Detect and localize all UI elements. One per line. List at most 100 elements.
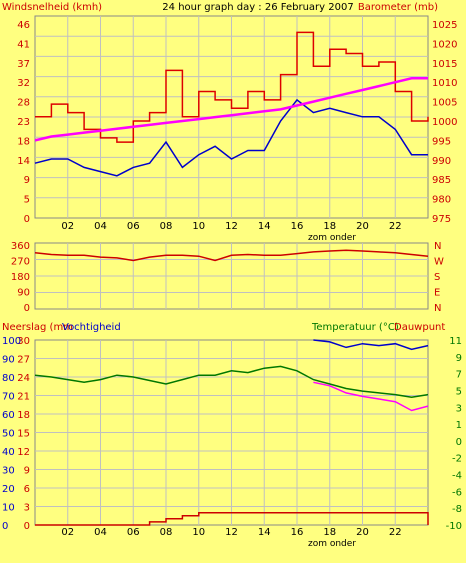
rain-x-tick: 06 <box>127 527 140 538</box>
compass-y-tick: N <box>434 241 441 252</box>
wind-x-tick: 18 <box>323 221 336 232</box>
temperature-axis-title: Temperatuur (°C) <box>311 322 399 333</box>
temperature-y-tick: -6 <box>452 487 462 498</box>
wind-gust-series <box>35 31 429 143</box>
rain-y-tick: 3 <box>24 503 30 514</box>
temperature-y-tick: 7 <box>456 370 462 381</box>
wind-y-tick: 46 <box>17 20 30 31</box>
humidity-y-tick: 30 <box>2 466 15 477</box>
barometer-y-tick: 1005 <box>432 98 457 109</box>
rain-y-tick: 9 <box>24 466 30 477</box>
wind-y-tick: 28 <box>17 98 30 109</box>
wind-x-tick: 04 <box>94 221 107 232</box>
temperature-y-tick: 5 <box>456 386 462 397</box>
humidity-y-tick: 70 <box>2 392 15 403</box>
rain-x-tick: 22 <box>389 527 402 538</box>
barometer-axis-title: Barometer (mb) <box>358 2 438 13</box>
humidity-y-tick: 50 <box>2 429 15 440</box>
panel-wind-x-caption: zom onder <box>308 233 356 243</box>
humidity-y-tick: 80 <box>2 373 15 384</box>
barometer-y-tick: 975 <box>432 214 451 225</box>
temperature-y-tick: -4 <box>452 471 462 482</box>
wind-y-tick: 0 <box>24 214 30 225</box>
wind-x-tick: 14 <box>258 221 271 232</box>
humidity-y-tick: 60 <box>2 410 15 421</box>
wind-x-tick: 20 <box>356 221 369 232</box>
rain-x-tick: 14 <box>258 527 271 538</box>
rain-y-tick: 12 <box>17 447 30 458</box>
wind-direction-series <box>34 249 429 262</box>
humidity-y-tick: 100 <box>2 336 21 347</box>
dewpoint-series <box>313 381 429 412</box>
wind-average-series <box>34 98 428 177</box>
rain-x-tick: 10 <box>192 527 205 538</box>
temperature-y-tick: 9 <box>456 353 462 364</box>
rain-y-tick: 15 <box>17 429 30 440</box>
rain-y-tick: 6 <box>24 484 30 495</box>
direction-y-tick: 180 <box>11 272 30 283</box>
wind-x-tick: 06 <box>127 221 140 232</box>
direction-y-tick: 360 <box>11 241 30 252</box>
humidity-y-tick: 20 <box>2 484 15 495</box>
rain-y-tick: 21 <box>17 392 30 403</box>
rain-x-tick: 18 <box>323 527 336 538</box>
barometer-series <box>34 77 428 142</box>
barometer-y-tick: 1020 <box>432 39 457 50</box>
rain-x-tick: 16 <box>291 527 304 538</box>
wind-y-tick: 37 <box>17 59 30 70</box>
wind-y-tick: 23 <box>17 117 30 128</box>
dewpoint-axis-title: Dauwpunt <box>394 322 445 333</box>
rain-x-tick: 02 <box>61 527 74 538</box>
barometer-y-tick: 1025 <box>432 20 457 31</box>
rain-x-tick: 08 <box>160 527 173 538</box>
compass-y-tick: E <box>434 288 440 299</box>
wind-y-tick: 5 <box>24 195 30 206</box>
rain-y-tick: 0 <box>24 521 30 532</box>
temperature-y-tick: 0 <box>456 437 462 448</box>
barometer-y-tick: 995 <box>432 136 451 147</box>
wind-y-tick: 18 <box>17 136 30 147</box>
temperature-y-tick: 3 <box>456 403 462 414</box>
humidity-y-tick: 0 <box>2 521 8 532</box>
wind-y-tick: 14 <box>17 156 30 167</box>
rain-axis-title: Neerslag (mm <box>2 322 73 333</box>
wind-x-tick: 16 <box>291 221 304 232</box>
rain-y-tick: 27 <box>17 355 30 366</box>
rain-x-tick: 20 <box>356 527 369 538</box>
wind-axis-title: Windsnelheid (kmh) <box>2 2 102 13</box>
rain-x-tick: 04 <box>94 527 107 538</box>
compass-y-tick: W <box>434 257 444 268</box>
direction-y-tick: 270 <box>11 257 30 268</box>
rain-y-tick: 30 <box>17 336 30 347</box>
panel-rain-x-caption: zom onder <box>308 539 356 549</box>
wind-y-tick: 41 <box>17 39 30 50</box>
wind-y-tick: 32 <box>17 78 30 89</box>
wind-x-tick: 10 <box>192 221 205 232</box>
temperature-y-tick: 11 <box>449 336 462 347</box>
humidity-y-tick: 40 <box>2 447 15 458</box>
rain-x-tick: 12 <box>225 527 238 538</box>
wind-x-tick: 02 <box>61 221 74 232</box>
humidity-y-tick: 90 <box>2 355 15 366</box>
barometer-y-tick: 1015 <box>432 59 457 70</box>
direction-y-tick: 0 <box>24 303 30 314</box>
barometer-y-tick: 990 <box>432 156 451 167</box>
compass-y-tick: S <box>434 272 440 283</box>
rain-y-tick: 18 <box>17 410 30 421</box>
humidity-axis-title: Vochtigheid <box>62 322 121 333</box>
compass-y-tick: N <box>434 303 441 314</box>
wind-x-tick: 12 <box>225 221 238 232</box>
rain-series <box>35 511 429 526</box>
barometer-y-tick: 1010 <box>432 78 457 89</box>
barometer-y-tick: 1000 <box>432 117 457 128</box>
temperature-y-tick: -8 <box>452 504 462 515</box>
chart-title: 24 hour graph day : 26 February 2007 <box>162 2 353 13</box>
barometer-y-tick: 980 <box>432 195 451 206</box>
barometer-y-tick: 985 <box>432 175 451 186</box>
direction-y-tick: 90 <box>17 288 30 299</box>
temperature-y-tick: 1 <box>456 420 462 431</box>
rain-y-tick: 24 <box>17 373 30 384</box>
wind-y-tick: 9 <box>24 175 30 186</box>
wind-x-tick: 22 <box>389 221 402 232</box>
